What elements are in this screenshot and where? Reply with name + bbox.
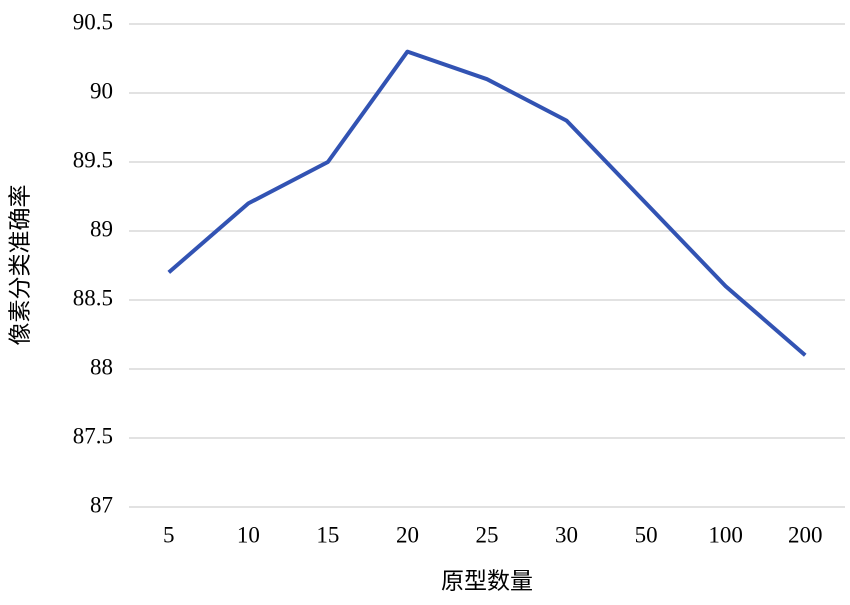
y-tick-label: 88.5 xyxy=(73,285,113,310)
x-tick-label: 15 xyxy=(316,522,339,547)
y-tick-label: 87 xyxy=(90,492,113,517)
y-tick-label: 89 xyxy=(90,216,113,241)
x-tick-label: 10 xyxy=(237,522,260,547)
y-axis-label: 像素分类准确率 xyxy=(7,185,32,346)
x-tick-label: 5 xyxy=(163,522,175,547)
data-line xyxy=(167,49,807,357)
x-tick-label: 50 xyxy=(635,522,658,547)
x-axis-label: 原型数量 xyxy=(441,568,533,593)
y-tick-label: 89.5 xyxy=(73,147,113,172)
x-tick-label: 30 xyxy=(555,522,578,547)
x-tick-label: 25 xyxy=(476,522,499,547)
x-tick-label: 200 xyxy=(788,522,823,547)
y-tick-label: 90.5 xyxy=(73,9,113,34)
y-tick-label: 87.5 xyxy=(73,423,113,448)
x-tick-label: 100 xyxy=(708,522,743,547)
y-tick-label: 88 xyxy=(90,354,113,379)
y-tick-label: 90 xyxy=(90,78,113,103)
x-tick-label: 20 xyxy=(396,522,419,547)
